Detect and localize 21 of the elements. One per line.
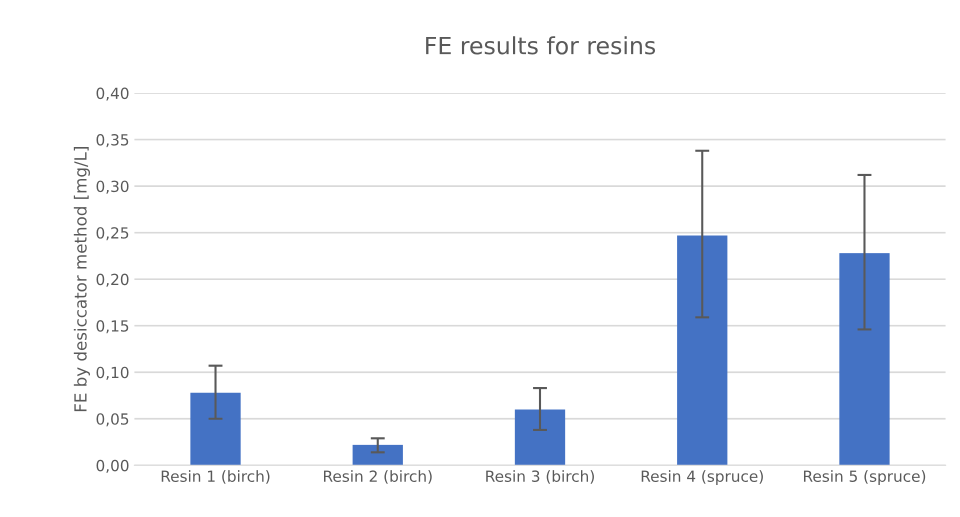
y-tick-label: 0,30 <box>96 180 129 194</box>
y-tick-label: 0,20 <box>96 274 129 287</box>
bar <box>190 392 241 466</box>
bar <box>677 235 728 466</box>
x-tick-label: Resin 1 (birch) <box>162 470 270 484</box>
y-tick-label: 0,35 <box>96 134 128 148</box>
y-tick-label: 0,00 <box>96 460 129 473</box>
y-axis-title: FE by desiccator method [mg/L] <box>74 147 90 412</box>
x-tick-label: Resin 5 (spruce) <box>804 470 926 485</box>
x-tick-label: Resin 3 (birch) <box>486 470 594 484</box>
x-tick-label: Resin 4 (spruce) <box>642 470 763 485</box>
y-tick-label: 0,40 <box>96 88 129 101</box>
bar <box>839 253 890 466</box>
y-tick-label: 0,05 <box>96 413 128 426</box>
chart-title: FE results for resins <box>426 36 656 55</box>
y-tick-label: 0,10 <box>96 366 129 380</box>
x-tick-label: Resin 2 (birch) <box>324 470 432 484</box>
bar <box>514 409 566 466</box>
y-tick-label: 0,25 <box>96 227 128 240</box>
y-tick-label: 0,15 <box>96 320 128 334</box>
bar <box>352 444 403 466</box>
